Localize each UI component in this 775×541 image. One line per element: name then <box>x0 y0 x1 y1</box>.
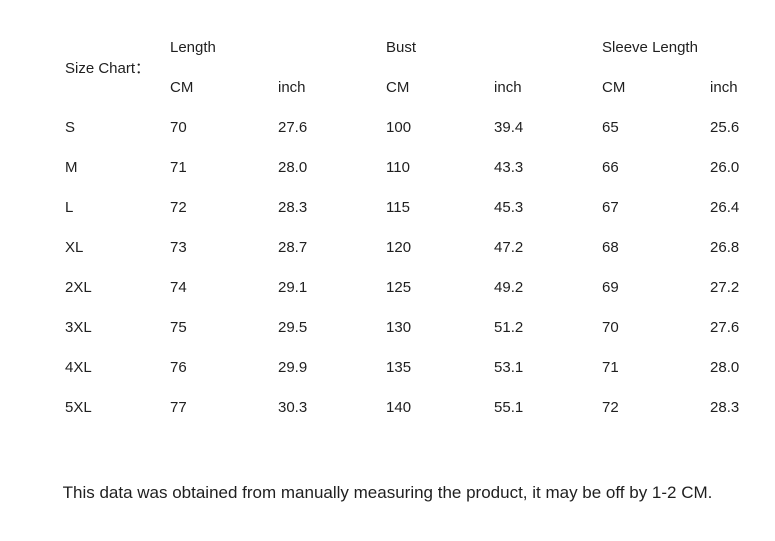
cell-sleeve-cm: 70 <box>602 318 619 336</box>
group-header-sleeve-length: Sleeve Length <box>602 38 698 56</box>
table-row: 5XL 77 30.3 140 55.1 72 28.3 <box>65 387 775 427</box>
cell-bust-cm: 100 <box>386 118 412 136</box>
cell-length-inch: 29.1 <box>278 278 308 296</box>
table-row: 3XL 75 29.5 130 51.2 70 27.6 <box>65 307 775 347</box>
cell-sleeve-inch: 25.6 <box>710 118 740 136</box>
size-label: S <box>65 118 76 136</box>
cell-bust-inch: 43.3 <box>494 158 524 176</box>
size-chart-table: Size Chart： Length Bust Sleeve Length CM… <box>65 27 775 427</box>
cell-sleeve-cm: 66 <box>602 158 619 176</box>
length-cm-header: CM <box>170 78 194 96</box>
cell-length-cm: 72 <box>170 198 187 216</box>
cell-bust-inch: 47.2 <box>494 238 524 256</box>
cell-length-cm: 70 <box>170 118 187 136</box>
cell-length-cm: 71 <box>170 158 187 176</box>
size-label: L <box>65 198 74 216</box>
cell-length-inch: 29.9 <box>278 358 308 376</box>
group-header-bust: Bust <box>386 38 417 56</box>
group-header-row: Size Chart： Length Bust Sleeve Length <box>65 27 775 77</box>
cell-sleeve-inch: 28.0 <box>710 358 740 376</box>
cell-length-inch: 28.0 <box>278 158 308 176</box>
size-label: M <box>65 158 78 176</box>
cell-length-cm: 74 <box>170 278 187 296</box>
length-inch-header: inch <box>278 78 306 96</box>
table-row: 4XL 76 29.9 135 53.1 71 28.0 <box>65 347 775 387</box>
sleeve-cm-header: CM <box>602 78 626 96</box>
cell-length-cm: 77 <box>170 398 187 416</box>
cell-bust-inch: 45.3 <box>494 198 524 216</box>
table-row: 2XL 74 29.1 125 49.2 69 27.2 <box>65 267 775 307</box>
cell-bust-cm: 135 <box>386 358 412 376</box>
cell-sleeve-cm: 72 <box>602 398 619 416</box>
cell-bust-cm: 110 <box>386 158 410 176</box>
cell-length-inch: 30.3 <box>278 398 308 416</box>
cell-bust-cm: 130 <box>386 318 412 336</box>
cell-sleeve-cm: 68 <box>602 238 619 256</box>
cell-bust-cm: 140 <box>386 398 412 416</box>
cell-bust-cm: 115 <box>386 198 410 216</box>
cell-length-inch: 28.7 <box>278 238 308 256</box>
cell-bust-inch: 53.1 <box>494 358 524 376</box>
unit-header-row: CM inch CM inch CM inch <box>65 67 775 107</box>
cell-sleeve-inch: 28.3 <box>710 398 740 416</box>
size-label: XL <box>65 238 84 256</box>
table-row: M 71 28.0 110 43.3 66 26.0 <box>65 147 775 187</box>
cell-length-inch: 28.3 <box>278 198 308 216</box>
cell-length-cm: 73 <box>170 238 187 256</box>
size-label: 3XL <box>65 318 92 336</box>
bust-inch-header: inch <box>494 78 522 96</box>
size-label: 2XL <box>65 278 92 296</box>
cell-sleeve-inch: 26.0 <box>710 158 740 176</box>
bust-cm-header: CM <box>386 78 410 96</box>
cell-length-inch: 27.6 <box>278 118 308 136</box>
cell-bust-cm: 125 <box>386 278 412 296</box>
cell-sleeve-inch: 27.6 <box>710 318 740 336</box>
table-row: L 72 28.3 115 45.3 67 26.4 <box>65 187 775 227</box>
size-label: 5XL <box>65 398 92 416</box>
sleeve-inch-header: inch <box>710 78 738 96</box>
table-row: S 70 27.6 100 39.4 65 25.6 <box>65 107 775 147</box>
group-header-length: Length <box>170 38 216 56</box>
cell-sleeve-inch: 27.2 <box>710 278 740 296</box>
cell-length-cm: 76 <box>170 358 187 376</box>
cell-sleeve-cm: 71 <box>602 358 619 376</box>
measurement-disclaimer: This data was obtained from manually mea… <box>62 483 713 502</box>
size-chart-title: Size Chart： <box>65 59 151 77</box>
cell-bust-inch: 55.1 <box>494 398 524 416</box>
cell-length-inch: 29.5 <box>278 318 308 336</box>
cell-bust-inch: 49.2 <box>494 278 524 296</box>
cell-bust-inch: 51.2 <box>494 318 524 336</box>
table-row: XL 73 28.7 120 47.2 68 26.8 <box>65 227 775 267</box>
cell-bust-cm: 120 <box>386 238 412 256</box>
cell-bust-inch: 39.4 <box>494 118 524 136</box>
cell-sleeve-inch: 26.8 <box>710 238 740 256</box>
cell-sleeve-cm: 67 <box>602 198 619 216</box>
cell-sleeve-cm: 65 <box>602 118 619 136</box>
cell-sleeve-inch: 26.4 <box>710 198 740 216</box>
cell-length-cm: 75 <box>170 318 187 336</box>
cell-sleeve-cm: 69 <box>602 278 619 296</box>
size-label: 4XL <box>65 358 92 376</box>
